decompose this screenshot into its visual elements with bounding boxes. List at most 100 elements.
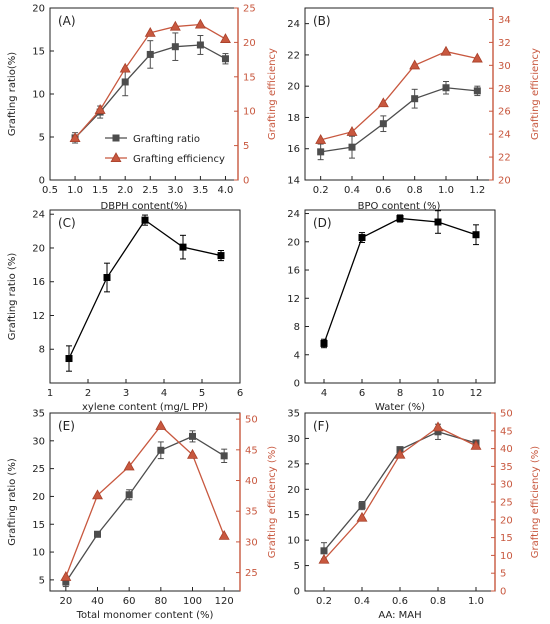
y-tick-label: 10	[287, 536, 300, 547]
data-point-triangle	[471, 52, 483, 63]
x-tick-label: 0.4	[354, 596, 370, 607]
data-point-triangle	[409, 59, 421, 70]
series-1	[318, 421, 482, 564]
x-tick-label: 12	[470, 388, 483, 399]
data-point-triangle	[155, 420, 167, 430]
data-point-triangle	[119, 62, 131, 73]
panel-f: 0.2 0.4 0.6 0.8 1.0 0 5 10 15 20 25 30 35 0 5 10 15 20 25 3…	[287, 409, 541, 622]
plot-frame	[304, 209, 496, 384]
y-tick-label: 20	[287, 485, 300, 496]
series-0	[317, 80, 481, 161]
y-right-tick-label: 10	[500, 551, 513, 562]
x-tick-label: 4	[321, 388, 327, 399]
y-tick-label: 20	[287, 237, 300, 248]
y-right-tick-label: 24	[498, 130, 511, 141]
x-tick-label: 0.8	[407, 185, 423, 196]
x-axis-title: AA: MAH	[378, 610, 421, 621]
data-point-square	[157, 446, 165, 454]
y-right-tick-label: 50	[245, 415, 258, 426]
data-point-square	[317, 148, 325, 156]
y-tick-label: 5	[39, 133, 45, 144]
panel-label: (D)	[313, 216, 332, 230]
data-point-triangle	[69, 132, 81, 143]
y-right-tick-label: 10	[243, 107, 256, 118]
y-tick-label: 22	[287, 50, 300, 61]
data-point-triangle	[194, 18, 206, 29]
data-point-square	[220, 452, 228, 460]
y-right-tick-label: 20	[498, 176, 511, 187]
x-tick-label: 2.0	[117, 185, 133, 196]
y-axis-title: Grafting ratio (%)	[7, 458, 18, 546]
plot-frame	[49, 209, 241, 384]
data-point-triangle	[356, 511, 368, 522]
y-right-tick-label: 45	[500, 426, 513, 437]
y-right-tick-label: 25	[500, 498, 513, 509]
x-tick-label: 1.2	[469, 185, 485, 196]
x-tick-label: 0.6	[375, 185, 391, 196]
data-point-triangle	[94, 104, 106, 114]
x-tick-label: 3.5	[192, 185, 208, 196]
x-axis-title: BPO content (%)	[358, 201, 441, 212]
data-point-triangle	[123, 460, 135, 471]
y-right-tick-label: 30	[500, 480, 513, 491]
x-tick-label: 60	[123, 596, 136, 607]
x-tick-label: 10	[432, 388, 445, 399]
data-point-triangle	[218, 529, 230, 540]
y-tick-label: 18	[287, 113, 300, 124]
y-right-axis-title: Grafting efficiency (%)	[530, 446, 541, 558]
data-point-triangle	[440, 45, 452, 56]
series-line	[65, 424, 225, 578]
y-right-tick-label: 15	[243, 72, 256, 83]
y-right-tick-label: 15	[500, 533, 513, 544]
data-point-square	[189, 432, 196, 440]
data-point-triangle	[60, 571, 72, 581]
y-right-tick-label: 30	[245, 537, 258, 548]
y-right-tick-label: 30	[498, 61, 511, 72]
data-point-square	[196, 41, 204, 49]
y-tick-label: 0	[39, 176, 45, 187]
y-right-tick-label: 32	[498, 38, 511, 49]
y-axis-title: Grafting ratio (%)	[7, 253, 18, 341]
legend-label: Grafting efficiency	[133, 154, 225, 165]
y-tick-label: 16	[32, 277, 45, 288]
y-right-axis-title: Grafting efficiency	[530, 48, 541, 140]
y-right-tick-label: 45	[245, 445, 258, 456]
data-point-triangle	[92, 489, 103, 500]
y-tick-label: 15	[287, 510, 300, 521]
y-right-tick-label: 28	[498, 84, 511, 95]
x-tick-label: 5	[199, 388, 205, 399]
data-point-square	[442, 84, 450, 92]
y-right-tick-label: 20	[243, 38, 256, 49]
data-point-triangle	[219, 33, 231, 43]
series-0	[320, 210, 480, 349]
data-point-square	[396, 214, 404, 222]
data-point-square	[411, 95, 419, 103]
x-tick-label: 3	[123, 388, 129, 399]
series-1	[60, 420, 230, 581]
y-tick-label: 10	[32, 548, 45, 559]
panel-a: 0.5 1.0 1.5 2.0 2.5 3.0 3.5 4.0 0 5 10 15 20 0 5 10 15 20…	[7, 4, 278, 213]
series-line	[323, 217, 477, 344]
panel-label: (B)	[313, 14, 331, 28]
panel-b: 0.2 0.4 0.6 0.8 1.0 1.2 14 16 18 20 22 24 20 22 24 26 28…	[287, 7, 541, 212]
y-right-tick-label: 25	[245, 568, 258, 579]
y-tick-label: 24	[287, 209, 300, 220]
legend-label: Grafting ratio	[133, 134, 200, 145]
y-tick-label: 30	[32, 436, 45, 447]
series-0	[71, 32, 229, 144]
data-point-square	[62, 578, 70, 586]
data-point-square	[125, 491, 133, 499]
x-tick-label: 0.6	[392, 596, 408, 607]
data-point-triangle	[470, 439, 482, 450]
y-tick-label: 35	[287, 409, 300, 420]
y-tick-label: 20	[32, 4, 45, 15]
series-line	[320, 50, 478, 141]
y-right-axis-title: Grafting efficiency	[267, 48, 278, 140]
x-tick-label: 0.4	[344, 185, 360, 196]
legend: Grafting ratio Grafting efficiency	[105, 134, 225, 165]
x-tick-label: 1	[47, 388, 53, 399]
plot-frame	[304, 7, 494, 181]
x-tick-label: 4.0	[218, 185, 234, 196]
data-point-square	[379, 120, 387, 128]
x-axis-title: xylene content (mg/L PP)	[82, 402, 208, 413]
